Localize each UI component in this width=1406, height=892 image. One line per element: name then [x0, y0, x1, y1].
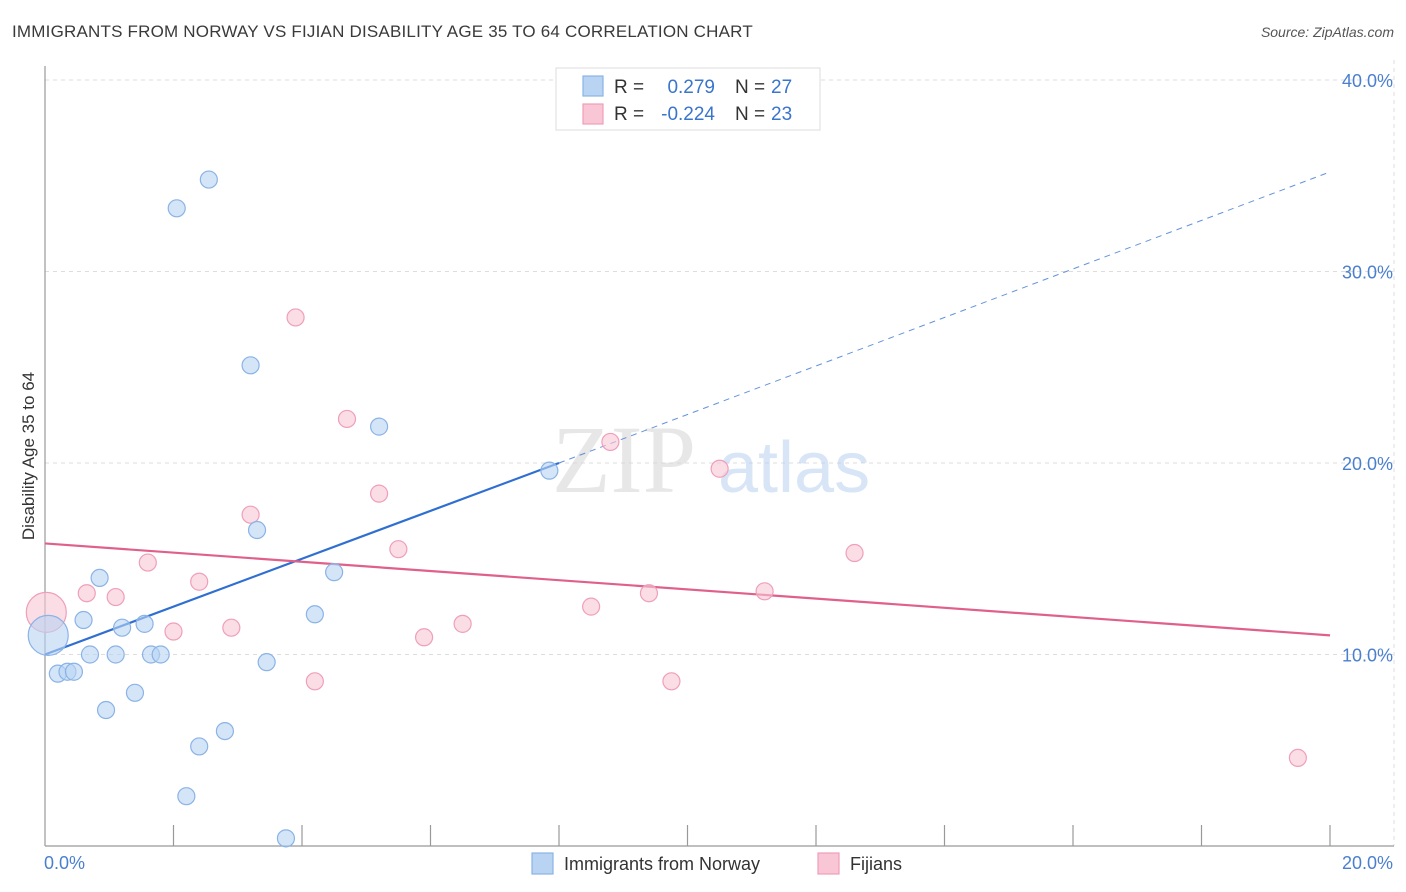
trend-line-norway — [44, 461, 560, 656]
legend-r-label-norway: R = — [614, 77, 644, 98]
watermark-atlas: atlas — [718, 428, 870, 508]
legend-n-value-norway: 27 — [771, 77, 792, 98]
source-credit: Source: ZipAtlas.com — [1260, 24, 1394, 40]
point-norway — [64, 662, 84, 681]
point-norway — [276, 829, 296, 848]
trend-line-norway-extension — [558, 171, 1331, 464]
trend-lines — [44, 171, 1331, 656]
point-fijians — [77, 584, 96, 603]
point-fijians — [601, 432, 620, 452]
point-fijians — [370, 484, 389, 503]
legend-r-label-fijians: R = — [614, 104, 644, 125]
point-norway — [190, 737, 209, 756]
point-fijians — [106, 587, 125, 607]
point-norway — [167, 199, 186, 218]
point-norway — [241, 356, 260, 375]
point-norway — [74, 610, 93, 630]
point-norway — [112, 618, 132, 637]
point-norway — [370, 417, 389, 436]
point-norway — [151, 645, 170, 664]
point-fijians — [710, 459, 729, 478]
watermark-zip: ZIP — [552, 406, 696, 513]
bottom-legend-swatch-norway — [531, 852, 554, 875]
point-fijians — [639, 584, 659, 603]
point-fijians — [164, 622, 183, 641]
point-norway — [80, 645, 100, 664]
point-fijians — [662, 672, 681, 691]
point-norway — [325, 563, 344, 582]
point-norway — [257, 653, 276, 672]
point-norway — [199, 170, 218, 189]
point-norway — [305, 605, 324, 624]
point-fijians — [241, 505, 260, 524]
chart-title: IMMIGRANTS FROM NORWAY VS FIJIAN DISABIL… — [12, 22, 753, 41]
point-norway — [215, 721, 234, 741]
y-tick-label: 30.0% — [1342, 263, 1393, 283]
point-fijians — [389, 540, 408, 559]
point-fijians — [337, 409, 357, 429]
x-tick-label-min: 0.0% — [44, 853, 85, 873]
point-fijians — [453, 614, 472, 633]
legend-n-label-norway: N = — [735, 77, 765, 98]
point-norway — [90, 568, 109, 588]
legend-n-value-fijians: 23 — [771, 104, 792, 125]
bottom-legend-label-norway: Immigrants from Norway — [564, 854, 760, 874]
point-fijians — [845, 543, 864, 563]
point-fijians — [222, 618, 241, 637]
y-tick-label: 40.0% — [1342, 71, 1393, 91]
point-norway — [135, 614, 154, 633]
point-norway — [177, 787, 196, 806]
point-norway — [125, 683, 145, 702]
point-fijians — [190, 572, 209, 591]
point-fijians — [1288, 748, 1307, 768]
point-norway — [247, 520, 267, 540]
axes — [44, 66, 1394, 847]
point-fijians — [414, 628, 434, 647]
legend-n-label-fijians: N = — [735, 104, 765, 125]
point-fijians — [138, 553, 157, 572]
trend-line-fijians — [44, 542, 1331, 637]
point-fijians — [286, 308, 305, 327]
point-fijians — [305, 672, 324, 691]
y-tick-label: 10.0% — [1342, 646, 1393, 666]
legend-r-value-fijians: -0.224 — [661, 104, 715, 125]
y-tick-label: 20.0% — [1342, 454, 1393, 474]
bottom-legend-label-fijians: Fijians — [850, 854, 902, 874]
x-tick-label-max: 20.0% — [1342, 853, 1393, 873]
legend-r-value-norway: 0.279 — [667, 77, 715, 98]
bottom-legend-swatch-fijians — [817, 852, 840, 875]
point-norway — [27, 614, 69, 656]
watermark: ZIP atlas — [552, 406, 870, 513]
point-fijians — [755, 582, 774, 601]
legend-swatch-norway — [582, 75, 604, 97]
point-fijians — [582, 597, 601, 616]
point-norway — [106, 645, 125, 664]
legend: R = 0.279 N = 27 R = -0.224 N = 23 — [555, 67, 821, 131]
tick-labels: 10.0% 20.0% 30.0% 40.0% 0.0% 20.0% — [44, 71, 1393, 873]
y-axis-label: Disability Age 35 to 64 — [19, 372, 38, 540]
point-norway — [96, 700, 116, 720]
data-points — [25, 170, 1307, 848]
bottom-legend: Immigrants from Norway Fijians — [531, 852, 902, 875]
point-norway — [540, 461, 559, 480]
legend-swatch-fijians — [582, 103, 604, 125]
